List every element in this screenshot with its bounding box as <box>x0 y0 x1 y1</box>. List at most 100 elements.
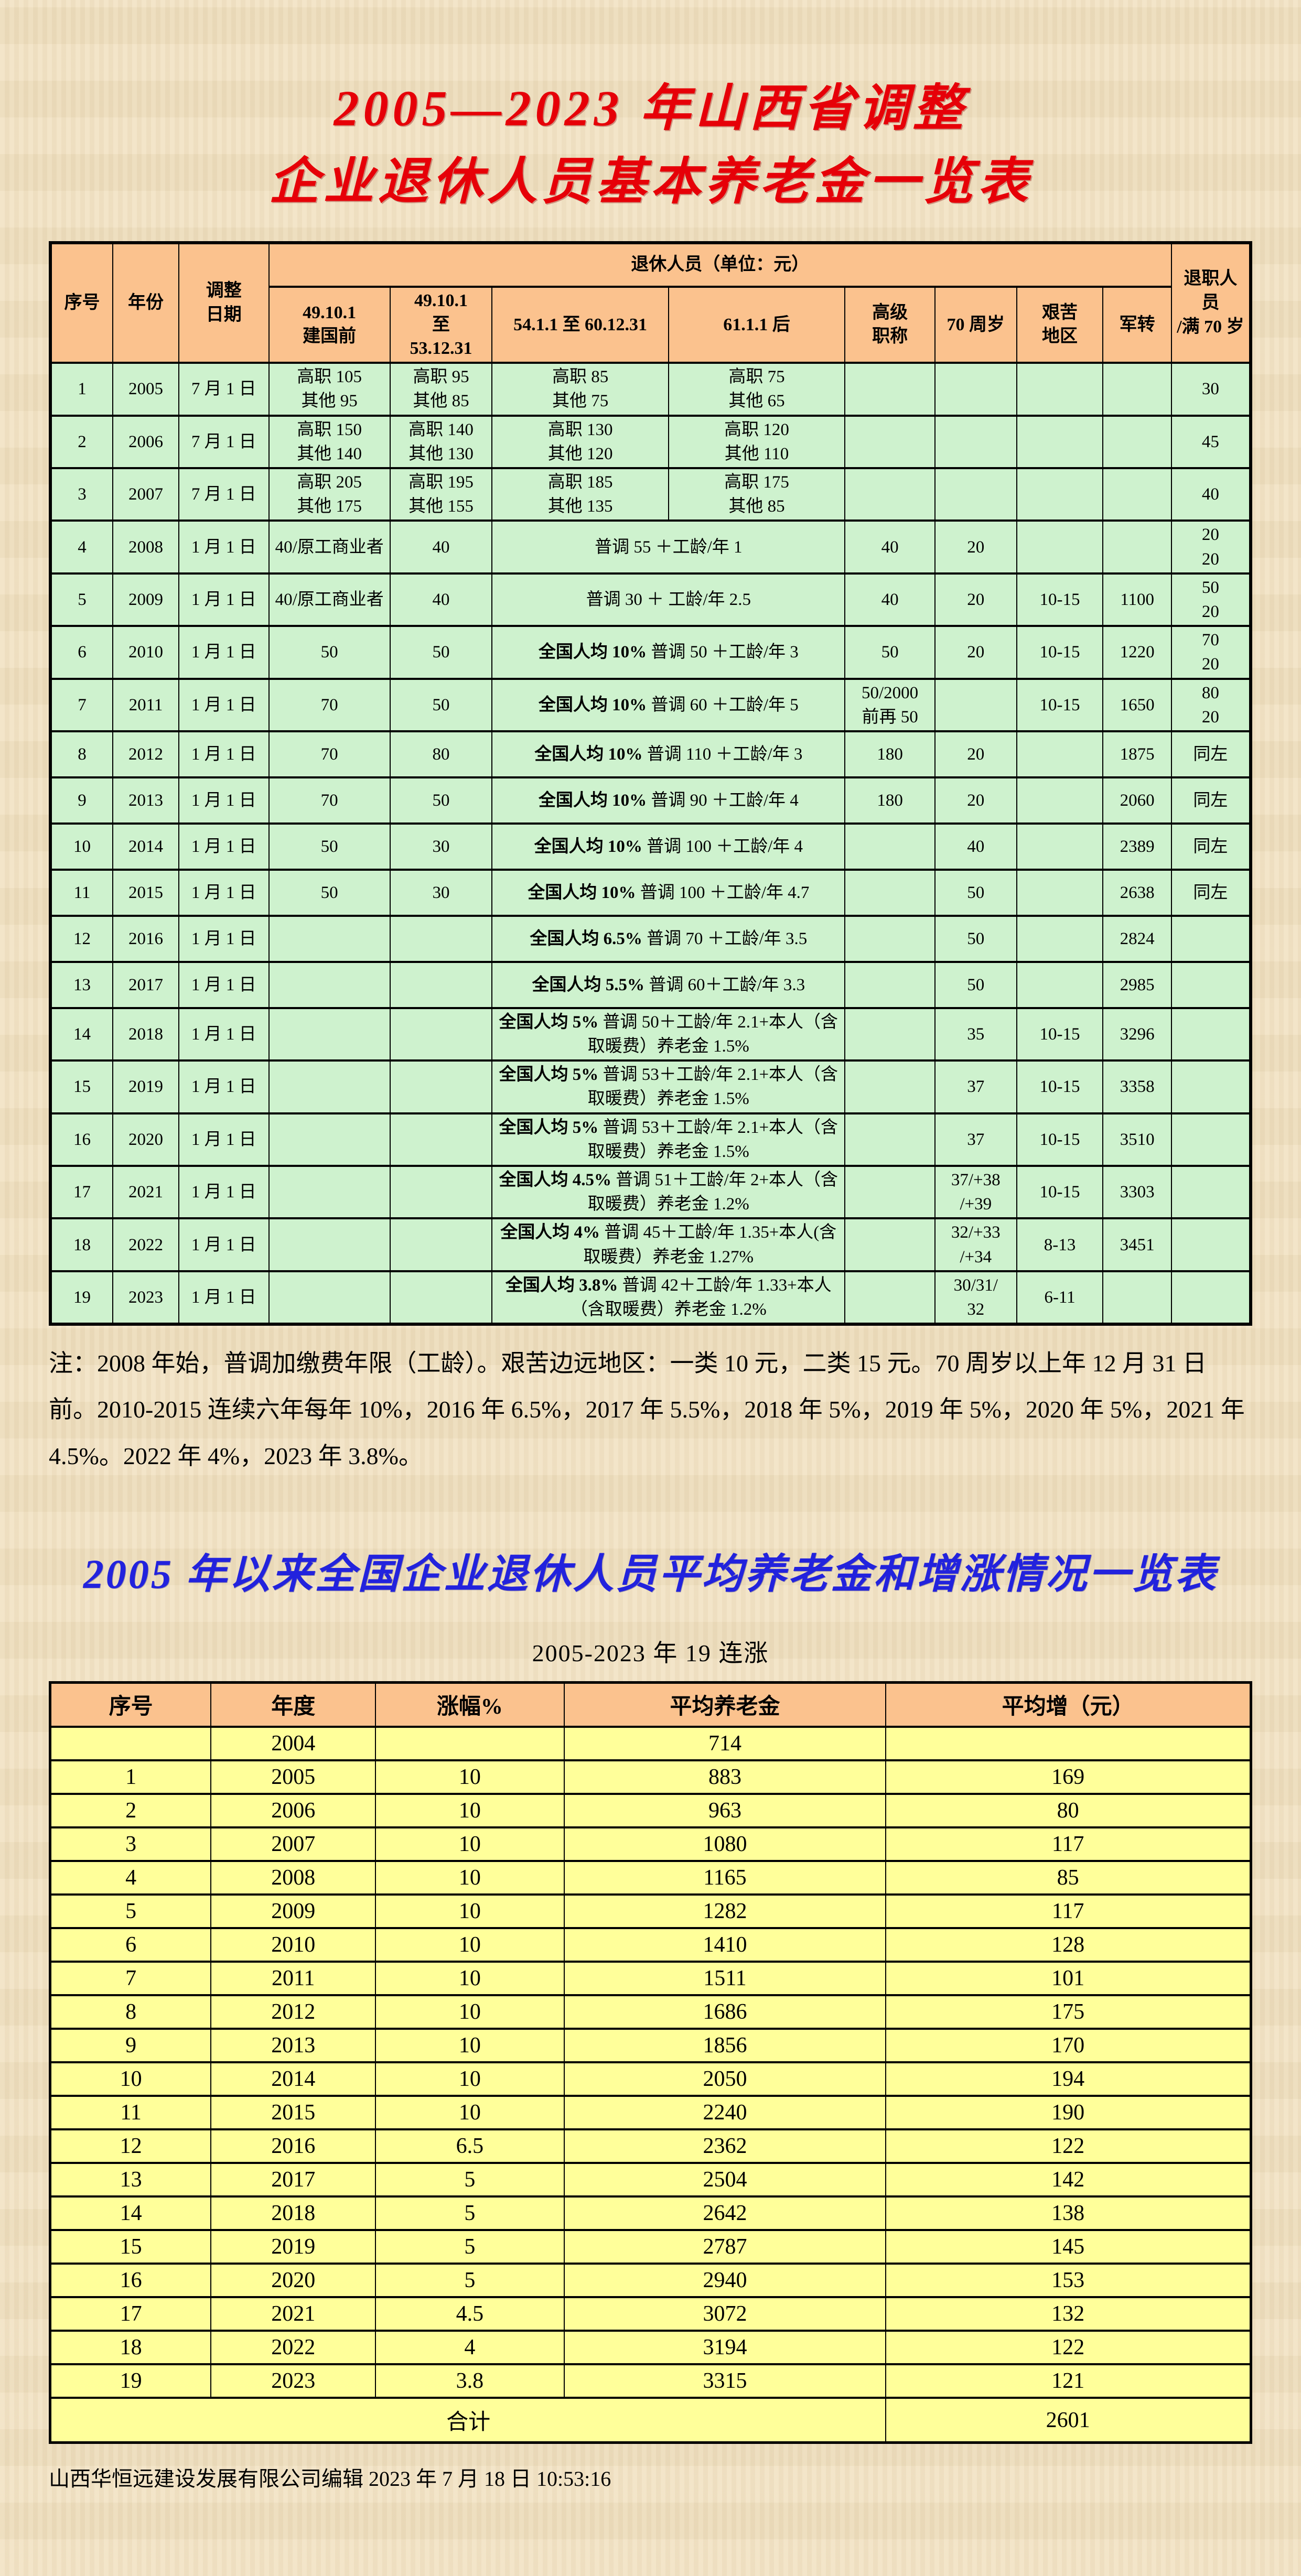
table-cell: 普调 30 ＋ 工龄/年 2.5 <box>491 572 846 627</box>
table-cell: 2005 <box>112 362 179 417</box>
table-cell: 20 20 <box>1170 519 1252 575</box>
table-cell: 10 <box>375 1960 565 1996</box>
table-cell <box>1170 914 1252 963</box>
table-cell: 2020 <box>210 2262 377 2298</box>
table-cell: 同左 <box>1170 730 1252 778</box>
table-row: 10 2014 1 月 1 日 50 30 全国人均 10% 普调 100 ＋工龄/年 4… <box>49 822 1252 871</box>
table-cell: 169 <box>885 1759 1252 1795</box>
table-cell: 40/原工商业者 <box>268 519 391 575</box>
table-cell: 8-13 <box>1016 1217 1104 1272</box>
table-cell: 全国人均 5.5% 普调 60＋工龄/年 3.3 <box>491 960 846 1009</box>
table-cell <box>1102 1270 1172 1326</box>
table-cell: 37 <box>934 1112 1017 1167</box>
pension-adjustment-table: 序号 年份 调整 日期 退休人员（单位：元） 退职人员 /满 70 岁 49.1… <box>49 241 1252 1326</box>
table-cell: 1410 <box>563 1926 887 1963</box>
table-cell: 175 <box>885 1994 1252 2030</box>
table-cell: 2022 <box>210 2329 377 2365</box>
table-cell: 50 <box>934 868 1017 917</box>
table-cell <box>389 1270 493 1326</box>
table-cell <box>1170 1165 1252 1220</box>
total-label: 合计 <box>49 2396 887 2444</box>
table-row: 3 2007 7 月 1 日高职 205 其他 175 高职 195 其他 155 高职… <box>49 467 1252 522</box>
table-cell: 10-15 <box>1016 1006 1104 1062</box>
table-row: 7 2011 1 月 1 日 70 50 全国人均 10% 普调 60 ＋工龄/年 5 50… <box>49 677 1252 732</box>
table-cell: 30 <box>389 868 493 917</box>
table-cell: 全国人均 10% 普调 110 ＋工龄/年 3 <box>491 730 846 778</box>
table-cell: 5 <box>49 572 114 627</box>
table-row: 1 2005 10 883 169 <box>49 1759 1252 1795</box>
table-cell <box>389 1217 493 1272</box>
table2-header: 序号 年度 涨幅% 平均养老金 平均增（元） <box>49 1681 1252 1728</box>
table-cell: 1100 <box>1102 572 1172 627</box>
table-row: 19 2023 1 月 1 日 全国人均 3.8% 普调 42＋工龄/年 1.33+本… <box>49 1270 1252 1326</box>
table-cell: 高职 185 其他 135 <box>491 467 669 522</box>
table-cell: 10 <box>375 2061 565 2097</box>
table-cell: 2013 <box>210 2027 377 2063</box>
table-cell: 50 <box>268 625 391 680</box>
bold-prefix: 全国人均 3.8% <box>505 1275 618 1295</box>
table-cell: 全国人均 10% 普调 90 ＋工龄/年 4 <box>491 776 846 825</box>
table-cell: 40 <box>844 519 936 575</box>
table1-header: 序号 年份 调整 日期 退休人员（单位：元） 退职人员 /满 70 岁 49.1… <box>49 241 1252 364</box>
table-cell: 1 月 1 日 <box>178 960 270 1009</box>
col-header-avg-pension: 平均养老金 <box>563 1681 887 1728</box>
table-cell: 3 <box>49 467 114 522</box>
table-cell: 同左 <box>1170 822 1252 871</box>
table-cell: 1 月 1 日 <box>178 1006 270 1062</box>
table-cell <box>268 1270 391 1326</box>
table-cell: 1875 <box>1102 730 1172 778</box>
table-row: 15 2019 5 2787 145 <box>49 2228 1252 2265</box>
table-cell: 2021 <box>210 2296 377 2332</box>
table-cell: 2940 <box>563 2262 887 2298</box>
table-cell <box>389 1059 493 1114</box>
table-cell: 80 <box>885 1792 1252 1828</box>
table-row: 14 2018 1 月 1 日 全国人均 5% 普调 50＋工龄/年 2.1+本人（含… <box>49 1006 1252 1062</box>
table-row: 4 2008 1 月 1 日 40/原工商业者 40 普调 55 ＋工龄/年 1 40 20 2… <box>49 519 1252 575</box>
table-cell: 11 <box>49 868 114 917</box>
col-header-group-retirees: 退休人员（单位：元） <box>268 241 1172 288</box>
table-cell: 122 <box>885 2329 1252 2365</box>
table-cell <box>268 1059 391 1114</box>
table-cell <box>1170 960 1252 1009</box>
table-cell: 2362 <box>563 2128 887 2164</box>
table-cell: 1 <box>49 362 114 417</box>
table-cell: 15 <box>49 1059 114 1114</box>
table-cell: 138 <box>885 2195 1252 2231</box>
table-cell: 1 月 1 日 <box>178 776 270 825</box>
table-cell: 20 <box>934 625 1017 680</box>
table-cell: 10 <box>375 2094 565 2130</box>
table-cell: 50/2000 前再 50 <box>844 677 936 732</box>
table-cell: 10-15 <box>1016 572 1104 627</box>
table-cell: 70 <box>268 730 391 778</box>
table-cell: 153 <box>885 2262 1252 2298</box>
table-cell: 50 20 <box>1170 572 1252 627</box>
table-cell: 2019 <box>210 2228 377 2265</box>
table-row: 3 2007 10 1080 117 <box>49 1826 1252 1862</box>
table-row: 10 2014 10 2050 194 <box>49 2061 1252 2097</box>
table-cell: 45 <box>1170 414 1252 470</box>
page-title-line1: 2005—2023 年山西省调整 <box>334 80 967 137</box>
table-cell: 121 <box>885 2363 1252 2399</box>
table-cell: 2006 <box>112 414 179 470</box>
table-cell: 14 <box>49 2195 212 2231</box>
table-cell: 1 月 1 日 <box>178 519 270 575</box>
table-cell: 6 <box>49 625 114 680</box>
table-cell: 10 <box>375 1759 565 1795</box>
table-cell: 80 <box>389 730 493 778</box>
table-cell <box>1016 362 1104 417</box>
table-cell <box>844 960 936 1009</box>
table-cell: 4 <box>49 1859 212 1896</box>
table-cell <box>1170 1217 1252 1272</box>
table-cell: 10-15 <box>1016 1165 1104 1220</box>
table-cell: 2018 <box>112 1006 179 1062</box>
table-cell: 3194 <box>563 2329 887 2365</box>
table-cell: 40/原工商业者 <box>268 572 391 627</box>
table-cell: 全国人均 3.8% 普调 42＋工龄/年 1.33+本人（含取暖费）养老金 1.… <box>491 1270 846 1326</box>
table-cell: 13 <box>49 960 114 1009</box>
bold-prefix: 全国人均 10% <box>534 837 642 856</box>
table-cell: 30 <box>389 822 493 871</box>
table-cell: 高职 205 其他 175 <box>268 467 391 522</box>
table-cell: 同左 <box>1170 776 1252 825</box>
table-cell: 全国人均 10% 普调 60 ＋工龄/年 5 <box>491 677 846 732</box>
table-cell: 10 <box>375 1994 565 2030</box>
